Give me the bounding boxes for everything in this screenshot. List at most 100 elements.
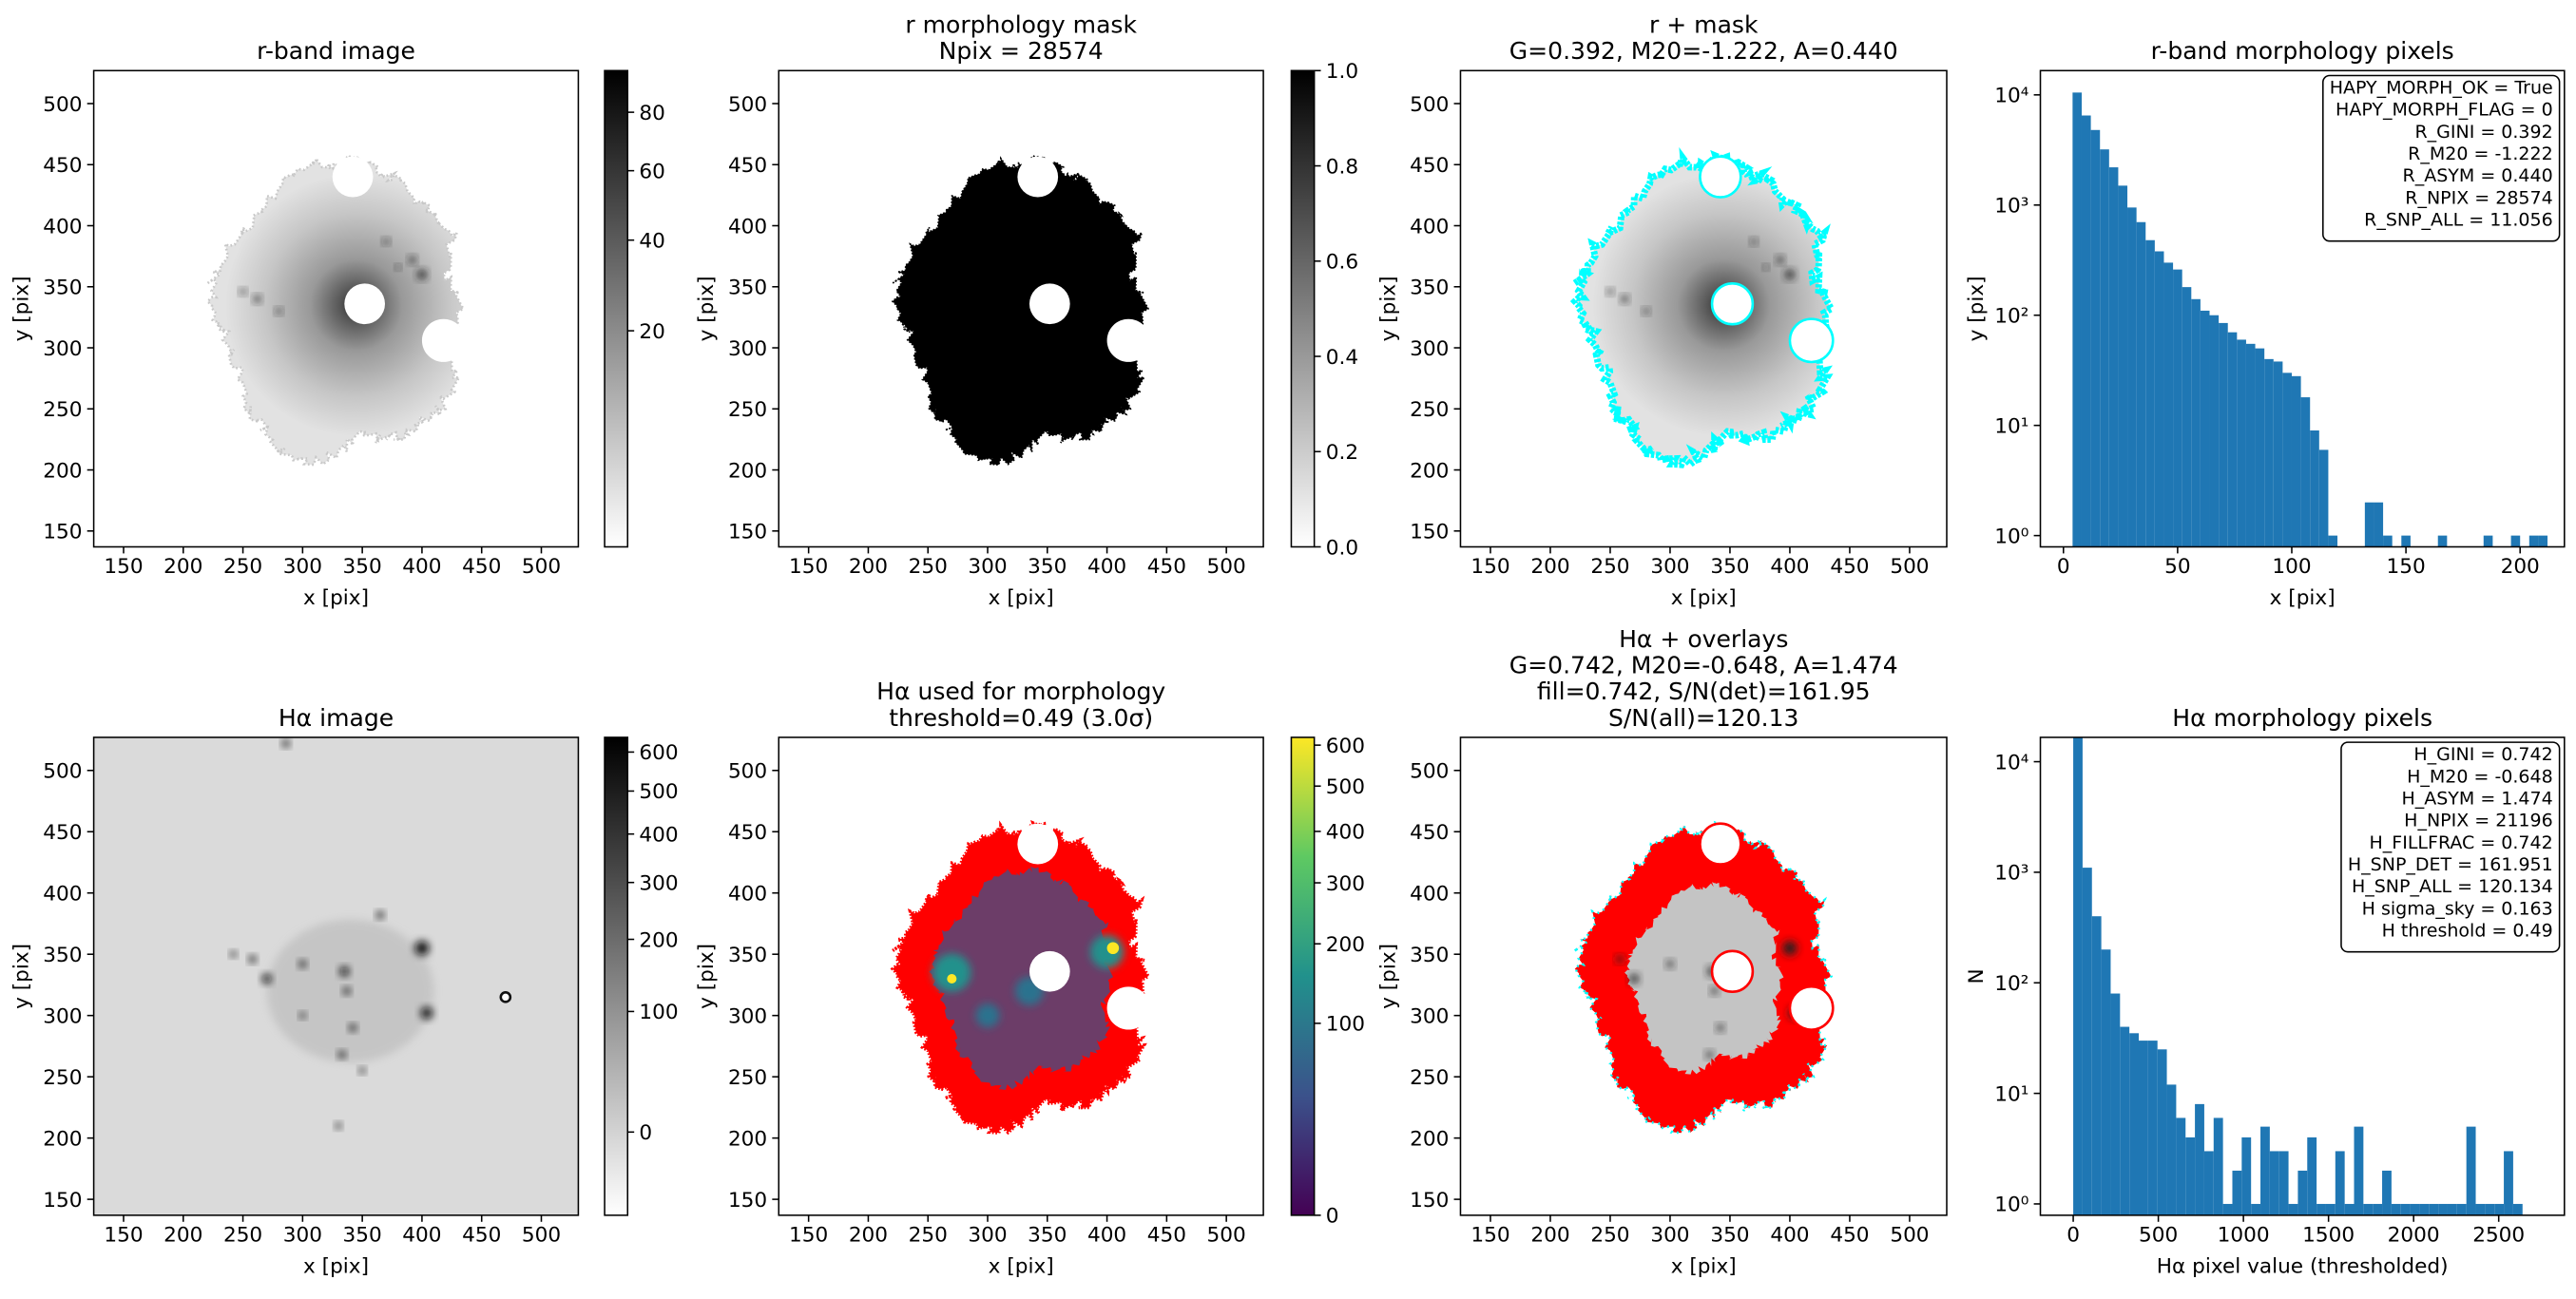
- source-spot: [338, 1051, 346, 1059]
- y-tick-label: 500: [1410, 760, 1449, 784]
- source-spot: [298, 960, 307, 968]
- colorbar-tick-label: 500: [639, 780, 678, 804]
- source-spot: [282, 739, 290, 748]
- x-tick-label: 500: [1207, 1224, 1246, 1248]
- x-tick-label: 450: [462, 1224, 501, 1248]
- source-spot: [343, 987, 351, 995]
- x-tick-label: 500: [2139, 1224, 2178, 1248]
- source-spot: [261, 973, 272, 984]
- mask-hole: [1699, 822, 1742, 866]
- histogram-bar: [2391, 1203, 2401, 1215]
- galaxy-image: [205, 153, 466, 467]
- source-spot: [1710, 987, 1719, 995]
- colorbar-tick-label: 0.2: [1326, 441, 1358, 465]
- histogram-bar: [2485, 1203, 2495, 1215]
- source-spot: [1616, 955, 1624, 964]
- colorbar: [1290, 736, 1316, 1216]
- histogram-bar: [2344, 1203, 2355, 1215]
- y-tick-label: 400: [728, 883, 767, 907]
- y-tick-label: 350: [728, 944, 767, 967]
- x-tick-label: 200: [2501, 555, 2540, 579]
- histogram-bar: [2419, 1203, 2430, 1215]
- y-tick-label: 200: [43, 1127, 82, 1151]
- y-tick-label: 450: [43, 821, 82, 845]
- x-tick-label: 350: [1028, 555, 1067, 579]
- mask-hole: [1788, 984, 1835, 1031]
- annotation-box: [2340, 741, 2561, 953]
- source-spot: [1763, 264, 1769, 270]
- x-tick-label: 450: [1147, 1224, 1186, 1248]
- colorbar-tick-label: 600: [639, 741, 678, 765]
- mask-hole: [1710, 949, 1755, 993]
- source-spot: [299, 1012, 306, 1019]
- annotation-line: H_SNP_ALL = 120.134: [2352, 876, 2553, 897]
- annotation-line: H_NPIX = 21196: [2404, 811, 2553, 831]
- source-spot: [1751, 239, 1758, 245]
- x-tick-label: 100: [2272, 555, 2311, 579]
- annotation-box: [2322, 74, 2561, 242]
- y-tick-label: 250: [1410, 398, 1449, 422]
- y-tick-label: 350: [43, 277, 82, 300]
- x-tick-label: 450: [1830, 555, 1869, 579]
- y-tick-label: 10²: [1994, 305, 2028, 329]
- x-tick-label: 300: [283, 1224, 322, 1248]
- mask-outline: [1569, 146, 1836, 469]
- panel-title: r morphology mask: [905, 11, 1137, 39]
- panel-title: r + mask: [1649, 11, 1759, 39]
- histogram-bar: [2383, 535, 2393, 547]
- ha-emission-patch: [932, 953, 971, 992]
- y-tick-label: 500: [728, 93, 767, 117]
- source-spot: [1666, 960, 1674, 968]
- y-tick-label: 400: [1410, 215, 1449, 239]
- x-tick-label: 350: [1710, 1224, 1749, 1248]
- y-tick-label: 350: [43, 944, 82, 967]
- histogram-bar: [2307, 1137, 2317, 1215]
- ha-emission-patch: [1089, 935, 1125, 969]
- histogram-bar: [2363, 1203, 2374, 1215]
- source-spot: [1717, 1023, 1724, 1032]
- y-tick-label: 300: [43, 1004, 82, 1028]
- histogram-bar: [2110, 993, 2121, 1215]
- y-axis-label: y [pix]: [1376, 944, 1400, 1009]
- x-tick-label: 2500: [2472, 1224, 2525, 1248]
- source-spot: [416, 269, 427, 279]
- ha-ring: [499, 991, 512, 1003]
- colorbar: [1290, 69, 1316, 548]
- panel-title: G=0.392, M20=-1.222, A=0.440: [1509, 37, 1898, 65]
- histogram-bar: [2401, 535, 2411, 547]
- y-tick-label: 150: [1410, 1189, 1449, 1213]
- histogram-bar: [2182, 287, 2192, 547]
- x-tick-label: 150: [789, 1224, 828, 1248]
- y-tick-label: 350: [1410, 277, 1449, 300]
- colorbar-tick-label: 80: [639, 102, 664, 125]
- y-axis-label: y [pix]: [695, 944, 719, 1009]
- histogram-bar: [2166, 1084, 2177, 1215]
- plot-area: [2073, 736, 2523, 1215]
- histogram-bar: [2288, 1203, 2298, 1215]
- plot-area: [205, 153, 466, 467]
- annotation-line: R_GINI = 0.392: [2414, 122, 2552, 143]
- x-axis-label: x [pix]: [303, 586, 369, 610]
- source-spot: [276, 308, 282, 315]
- y-tick-label: 150: [728, 1189, 767, 1213]
- x-tick-label: 450: [462, 555, 501, 579]
- histogram-bar: [2382, 1170, 2392, 1215]
- x-tick-label: 150: [104, 1224, 143, 1248]
- x-tick-label: 300: [283, 555, 322, 579]
- annotation-line: R_NPIX = 28574: [2405, 187, 2552, 208]
- histogram-bar: [2195, 1103, 2204, 1215]
- plot-area: [891, 154, 1150, 466]
- y-tick-label: 200: [728, 459, 767, 483]
- colorbar-tick-label: 0.8: [1326, 155, 1358, 179]
- colorbar-tick-label: 1.0: [1326, 60, 1358, 84]
- source-spot: [230, 951, 237, 958]
- plot-area: [93, 736, 579, 1215]
- x-tick-label: 400: [1087, 1224, 1126, 1248]
- histogram-bar: [2429, 1203, 2439, 1215]
- mask-hole: [1017, 823, 1059, 865]
- y-tick-label: 300: [728, 1004, 767, 1028]
- source-spot: [240, 288, 246, 296]
- y-tick-label: 500: [1410, 93, 1449, 117]
